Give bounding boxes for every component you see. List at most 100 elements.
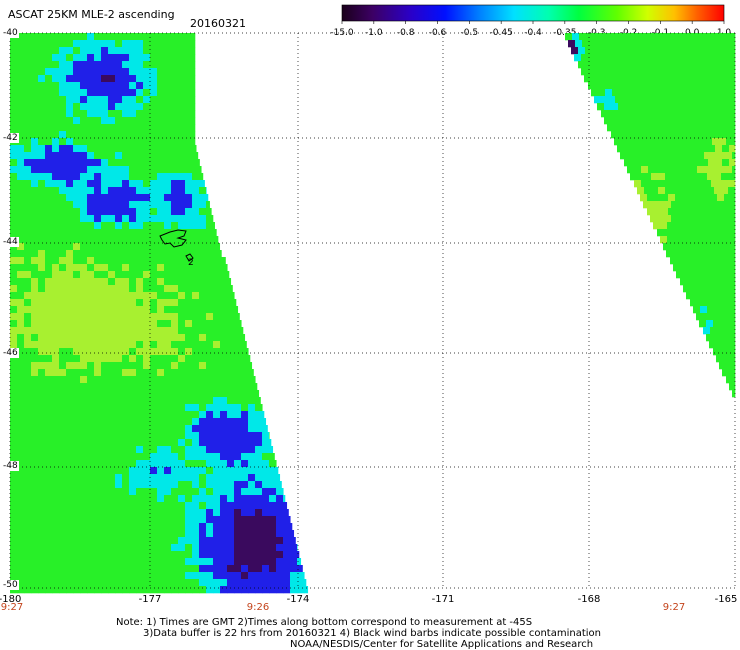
swath-cell: [157, 516, 165, 524]
swath-cell: [31, 334, 39, 342]
swath-cell: [80, 551, 88, 559]
swath-cell: [157, 187, 165, 195]
swath-cell: [122, 348, 130, 356]
swath-cell: [122, 355, 130, 363]
swath-cell: [17, 320, 25, 328]
swath-cell: [276, 558, 284, 566]
swath-cell: [52, 320, 60, 328]
swath-cell: [185, 145, 193, 153]
swath-cell: [709, 117, 717, 125]
swath-cell: [17, 138, 25, 146]
swath-cell: [192, 523, 200, 531]
swath-cell: [143, 586, 151, 594]
swath-cell: [283, 586, 291, 594]
swath-cell: [101, 82, 109, 90]
swath-cell: [24, 166, 32, 174]
swath-cell: [157, 383, 165, 391]
swath-cell: [122, 495, 130, 503]
swath-cell: [734, 348, 736, 356]
swath-cell: [101, 411, 109, 419]
swath-cell: [206, 285, 214, 293]
swath-cell: [660, 222, 668, 230]
swath-cell: [581, 68, 589, 76]
swath-cell: [87, 348, 95, 356]
swath-cell: [704, 61, 712, 69]
swath-cell: [213, 579, 221, 587]
colorbar-tick-label: -0.8: [396, 28, 415, 38]
swath-cell: [87, 222, 95, 230]
swath-cell: [645, 159, 653, 167]
swath-cell: [24, 320, 32, 328]
swath-cell: [185, 159, 193, 167]
swath-cell: [722, 159, 730, 167]
swath-cell: [143, 152, 151, 160]
swath-cell: [115, 355, 123, 363]
swath-cell: [199, 439, 207, 447]
swath-cell: [45, 362, 53, 370]
swath-cell: [129, 537, 137, 545]
swath-cell: [716, 355, 724, 363]
swath-cell: [129, 278, 137, 286]
swath-cell: [24, 194, 32, 202]
swath-cell: [705, 257, 713, 265]
swath-cell: [150, 530, 158, 538]
swath-cell: [73, 530, 81, 538]
swath-cell: [143, 215, 151, 223]
swath-cell: [234, 390, 242, 398]
swath-cell: [706, 334, 714, 342]
swath-cell: [157, 208, 165, 216]
swath-cell: [588, 54, 596, 62]
swath-cell: [213, 334, 221, 342]
swath-cell: [80, 439, 88, 447]
swath-cell: [122, 516, 130, 524]
swath-cell: [87, 82, 95, 90]
swath-cell: [213, 439, 221, 447]
swath-cell: [150, 194, 158, 202]
swath-cell: [10, 390, 18, 398]
swath-cell: [101, 565, 109, 573]
swath-cell: [38, 159, 46, 167]
swath-cell: [31, 82, 39, 90]
swath-cell: [17, 334, 25, 342]
swath-cell: [171, 138, 179, 146]
swath-cell: [227, 334, 235, 342]
swath-cell: [199, 201, 207, 209]
swath-cell: [199, 467, 207, 475]
swath-cell: [199, 180, 205, 188]
swath-cell: [80, 523, 88, 531]
swath-cell: [150, 509, 158, 517]
swath-cell: [164, 250, 172, 258]
swath-cell: [664, 201, 672, 209]
swath-cell: [220, 474, 228, 482]
swath-cell: [129, 355, 137, 363]
swath-cell: [164, 215, 172, 223]
swath-cell: [651, 187, 659, 195]
swath-cell: [87, 544, 95, 552]
swath-cell: [707, 306, 715, 314]
swath-cell: [129, 439, 137, 447]
swath-cell: [171, 348, 179, 356]
swath-cell: [17, 215, 25, 223]
swath-cell: [101, 110, 109, 118]
swath-cell: [24, 467, 32, 475]
swath-cell: [164, 103, 172, 111]
swath-cell: [178, 509, 186, 517]
swath-cell: [618, 117, 626, 125]
swath-cell: [122, 530, 130, 538]
swath-cell: [52, 474, 60, 482]
swath-cell: [101, 152, 109, 160]
swath-cell: [241, 369, 249, 377]
swath-cell: [199, 299, 207, 307]
swath-cell: [150, 250, 158, 258]
swath-cell: [192, 362, 200, 370]
swath-cell: [38, 411, 46, 419]
swath-cell: [733, 124, 736, 132]
swath-cell: [653, 117, 661, 125]
swath-cell: [101, 117, 109, 125]
swath-cell: [157, 124, 165, 132]
swath-cell: [634, 152, 642, 160]
swath-cell: [157, 61, 165, 69]
swath-cell: [94, 320, 102, 328]
swath-cell: [45, 320, 53, 328]
swath-cell: [157, 411, 165, 419]
